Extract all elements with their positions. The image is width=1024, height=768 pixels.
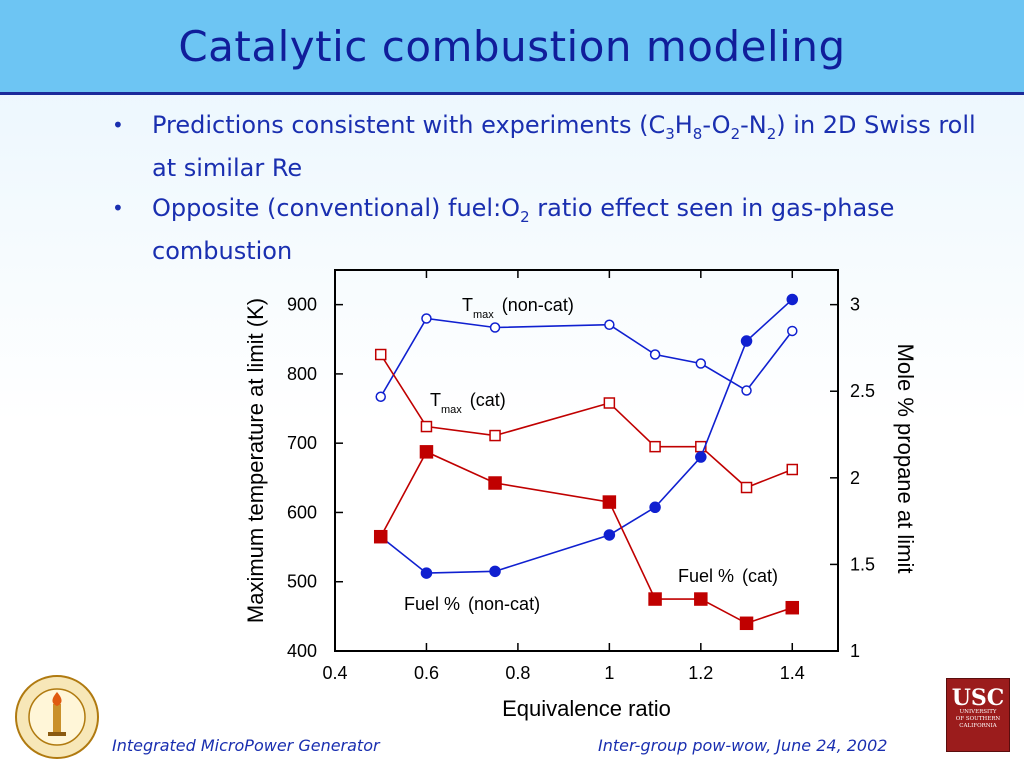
x-tick-label: 0.6 xyxy=(414,663,439,683)
footer-left: Integrated MicroPower Generator xyxy=(112,736,380,755)
data-point xyxy=(648,592,662,606)
data-point xyxy=(603,529,616,541)
x-tick-label: 1 xyxy=(604,663,614,683)
data-point xyxy=(420,420,433,433)
x-tick-label: 0.8 xyxy=(505,663,530,683)
y-right-tick-label: 3 xyxy=(850,295,860,315)
y-left-tick-label: 700 xyxy=(287,433,317,453)
y-left-tick-label: 500 xyxy=(287,572,317,592)
data-point xyxy=(374,348,387,361)
data-point xyxy=(602,495,617,509)
data-point xyxy=(373,529,388,544)
series-annotation-1: Tmax (cat) xyxy=(430,390,506,416)
data-point xyxy=(375,391,386,403)
bullet-item-1: • Predictions consistent with experiment… xyxy=(112,108,992,185)
bullet-dot-icon: • xyxy=(112,113,124,137)
title-bar: Catalytic combustion modeling xyxy=(0,0,1024,95)
series-line-2 xyxy=(380,298,793,574)
y-left-tick-label: 400 xyxy=(287,641,317,661)
y-left-tick-label: 900 xyxy=(287,295,317,315)
plot-frame xyxy=(334,269,839,652)
slide-title: Catalytic combustion modeling xyxy=(178,21,846,71)
y-right-tick-label: 1.5 xyxy=(850,554,875,574)
data-point xyxy=(488,476,502,490)
data-point xyxy=(603,397,616,409)
data-point xyxy=(739,616,754,631)
series-line-3 xyxy=(380,450,793,625)
x-axis-label: Equivalence ratio xyxy=(502,696,671,721)
data-point xyxy=(694,592,708,606)
x-tick-label: 0.4 xyxy=(322,663,347,683)
data-point xyxy=(421,313,432,324)
data-point xyxy=(649,440,661,453)
bullet-text-2: Opposite (conventional) fuel:O2 ratio ef… xyxy=(152,193,895,265)
data-point xyxy=(419,445,434,459)
x-tick-label: 1.4 xyxy=(780,663,805,683)
bullet-dot-icon: • xyxy=(112,195,124,220)
series-annotation-3: Fuel % (cat) xyxy=(678,566,778,586)
data-point xyxy=(489,322,501,333)
data-point xyxy=(649,349,661,360)
x-tick-label: 1.2 xyxy=(688,663,713,683)
data-point xyxy=(604,319,615,330)
y-right-tick-label: 2 xyxy=(850,468,860,488)
data-point xyxy=(489,565,501,578)
series-line-1 xyxy=(380,354,793,489)
data-point xyxy=(740,481,753,494)
y-right-axis-label: Mole % propane at limit xyxy=(893,344,918,574)
y-right-tick-label: 2.5 xyxy=(850,381,875,401)
data-point xyxy=(786,463,799,476)
bullet-item-2: • Opposite (conventional) fuel:O2 ratio … xyxy=(112,191,992,268)
data-point xyxy=(786,293,799,306)
data-point xyxy=(649,501,661,514)
data-point xyxy=(741,385,752,396)
data-point xyxy=(787,325,798,337)
data-point xyxy=(740,335,753,347)
caltech-seal-logo xyxy=(14,674,100,760)
data-point xyxy=(420,567,433,579)
y-right-tick-label: 1 xyxy=(850,641,860,661)
series-line-0 xyxy=(380,317,793,398)
bullet-list: • Predictions consistent with experiment… xyxy=(112,108,992,274)
usc-logo: USC UNIVERSITY OF SOUTHERN CALIFORNIA xyxy=(946,678,1010,752)
data-point xyxy=(785,600,800,615)
data-point xyxy=(695,358,707,369)
series-annotation-0: Tmax (non-cat) xyxy=(462,295,574,321)
data-point xyxy=(489,429,501,442)
bullet-text-1: Predictions consistent with experiments … xyxy=(152,111,976,182)
y-left-tick-label: 600 xyxy=(287,502,317,522)
y-left-tick-label: 800 xyxy=(287,364,317,384)
data-point xyxy=(695,451,707,463)
series-annotation-2: Fuel % (non-cat) xyxy=(404,594,540,614)
footer-right: Inter-group pow-wow, June 24, 2002 xyxy=(598,736,888,755)
y-left-axis-label: Maximum temperature at limit (K) xyxy=(243,298,268,623)
